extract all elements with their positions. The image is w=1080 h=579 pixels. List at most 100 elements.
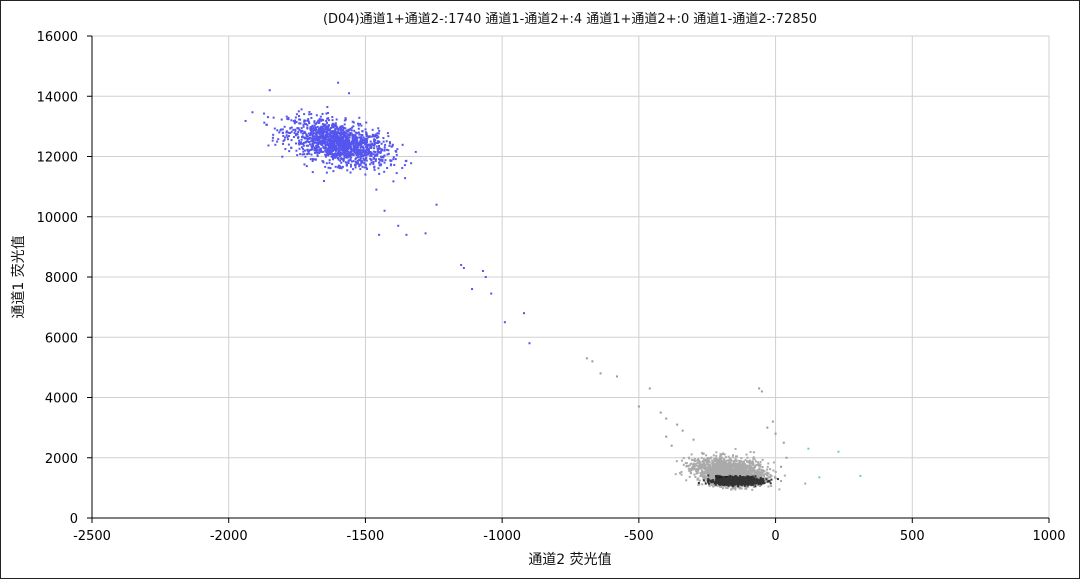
point-ch1neg-ch2neg: [713, 474, 716, 477]
point-ch1neg-ch2neg: [688, 469, 691, 472]
point-ch1pos-ch2neg: [355, 157, 358, 160]
point-ch1pos-ch2neg: [346, 150, 349, 153]
point-ch1pos-ch2neg: [339, 141, 342, 144]
point-ch1pos-ch2neg: [334, 132, 337, 135]
point-ch1pos-ch2neg: [373, 134, 376, 137]
point-ch1neg-ch2neg: [718, 458, 721, 461]
point-ch1neg-ch2neg: [744, 486, 747, 489]
point-ch1neg-ch2neg: [695, 462, 698, 465]
point-ch1pos-ch2neg: [318, 118, 321, 121]
point-ch1pos-ch2neg: [293, 122, 296, 125]
point-ch1neg-ch2neg: [702, 477, 705, 480]
point-ch1pos-ch2neg: [388, 144, 391, 147]
point-ch1pos-ch2neg: [322, 180, 325, 183]
point-ch1pos-ch2neg: [333, 136, 336, 139]
point-ch1pos-ch2neg: [278, 131, 281, 134]
point-ch1neg-ch2neg: [727, 466, 730, 469]
point-ch1neg-ch2neg: [735, 484, 738, 487]
point-ch1pos-ch2neg: [370, 158, 373, 161]
point-ch1pos-ch2neg: [331, 153, 334, 156]
point-ch1neg-ch2neg: [690, 453, 693, 456]
point-ch1pos-ch2neg: [302, 123, 305, 126]
point-ch1pos-ch2neg: [304, 119, 307, 122]
point-ch1neg-ch2neg: [685, 479, 688, 482]
point-ch1pos-ch2neg: [332, 126, 335, 129]
point-ch1pos-ch2neg: [311, 140, 314, 143]
point-ch1pos-ch2neg: [277, 138, 280, 141]
point-ch1pos-ch2neg: [360, 124, 363, 127]
point-ch1neg-ch2neg: [718, 480, 721, 483]
point-ch1pos-ch2neg: [340, 157, 343, 160]
point-ch1pos-ch2neg: [366, 137, 369, 140]
point-ch1pos-ch2neg: [380, 156, 383, 159]
point-ch1pos-ch2neg: [321, 126, 324, 129]
point-ch1neg-ch2neg: [712, 470, 715, 473]
point-ch1neg-ch2neg: [704, 482, 707, 485]
point-ch1neg-ch2neg: [774, 471, 777, 474]
point-ch1pos-ch2neg: [349, 143, 352, 146]
point-ch1pos-ch2neg: [302, 125, 305, 128]
point-ch1pos-ch2neg: [326, 141, 329, 144]
point-ch1pos-ch2neg: [377, 132, 380, 135]
point-ch1neg-ch2neg: [737, 472, 740, 475]
point-ch1neg-ch2neg: [722, 474, 725, 477]
point-ch1pos-ch2neg: [346, 129, 349, 132]
point-ch1pos-ch2neg: [326, 153, 329, 156]
point-ch1pos-ch2neg: [346, 153, 349, 156]
point-ch1pos-ch2neg: [283, 125, 286, 128]
point-ch1pos-ch2neg: [391, 145, 394, 148]
point-ch1neg-ch2neg: [748, 466, 751, 469]
point-ch1neg-ch2neg: [711, 467, 714, 470]
point-ch1neg-ch2neg: [706, 472, 709, 475]
point-ch1pos-ch2neg: [339, 138, 342, 141]
point-ch1pos-ch2neg: [376, 154, 379, 157]
point-ch1pos-ch2neg: [365, 154, 368, 157]
point-ch1pos-ch2neg: [329, 140, 332, 143]
point-ch1pos-ch2neg: [362, 139, 365, 142]
point-ch1pos-ch2neg: [324, 126, 327, 129]
x-tick-label: 1000: [1032, 529, 1065, 544]
point-ch1pos-ch2neg: [347, 140, 350, 143]
point-ch1neg-ch2neg: [707, 472, 710, 475]
point-ch1pos-ch2neg: [298, 122, 301, 125]
point-ch1pos-ch2neg: [340, 130, 343, 133]
point-ch1pos-ch2neg: [353, 146, 356, 149]
point-ch1pos-ch2neg: [490, 292, 493, 295]
point-ch1neg-ch2neg: [753, 458, 756, 461]
point-ch1pos-ch2neg: [318, 130, 321, 133]
point-ch1pos-ch2neg: [284, 148, 287, 151]
point-ch1pos-ch2neg: [367, 149, 370, 152]
point-ch1pos-ch2neg: [276, 140, 279, 143]
point-ch1pos-ch2neg: [327, 111, 330, 114]
y-tick-label: 8000: [45, 271, 78, 286]
point-ch1neg-ch2neg: [705, 458, 708, 461]
point-ch1neg-ch2neg: [749, 461, 752, 464]
point-ch1neg-ch2neg: [718, 465, 721, 468]
point-ch1pos-ch2neg: [313, 146, 316, 149]
point-ch1neg-ch2neg: [710, 456, 713, 459]
point-ch1pos-ch2neg: [338, 155, 341, 158]
point-ch1pos-ch2neg: [325, 150, 328, 153]
point-ch1neg-ch2neg: [746, 466, 749, 469]
point-ch1pos-ch2neg: [307, 152, 310, 155]
point-ch1neg-ch2neg: [759, 463, 762, 466]
point-ch1neg-ch2neg: [689, 468, 692, 471]
point-ch1pos-ch2neg: [359, 137, 362, 140]
point-ch1pos-ch2neg: [361, 138, 364, 141]
point-ch1pos-ch2neg: [299, 118, 302, 121]
point-ch1pos-ch2neg: [352, 139, 355, 142]
point-ch1pos-ch2neg: [308, 136, 311, 139]
point-ch1pos-ch2neg: [352, 150, 355, 153]
point-ch1pos-ch2neg: [346, 169, 349, 172]
point-ch1pos-ch2neg: [326, 134, 329, 137]
point-ch1pos-ch2neg: [324, 135, 327, 138]
point-ch1neg-ch2neg: [772, 469, 775, 472]
point-ch1pos-ch2neg: [333, 123, 336, 126]
y-tick-label: 2000: [45, 452, 78, 467]
point-ch1pos-ch2neg: [374, 153, 377, 156]
point-ch1neg-ch2neg: [682, 457, 685, 460]
point-ch1pos-ch2neg: [383, 148, 386, 151]
point-ch1pos-ch2neg: [370, 161, 373, 164]
point-ch1neg-ch2neg: [754, 465, 757, 468]
point-ch1pos-ch2neg: [365, 133, 368, 136]
